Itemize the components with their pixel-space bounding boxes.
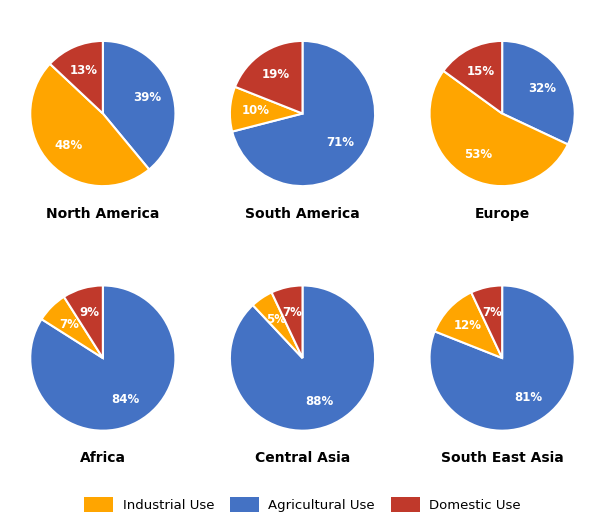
Wedge shape bbox=[235, 41, 302, 114]
Wedge shape bbox=[50, 41, 103, 114]
Wedge shape bbox=[502, 41, 575, 145]
Text: 88%: 88% bbox=[306, 396, 334, 408]
Text: 9%: 9% bbox=[80, 306, 100, 319]
Wedge shape bbox=[430, 71, 568, 186]
Text: 7%: 7% bbox=[283, 305, 302, 319]
Text: 10%: 10% bbox=[241, 104, 269, 117]
Wedge shape bbox=[64, 286, 103, 358]
Title: Africa: Africa bbox=[80, 451, 126, 465]
Wedge shape bbox=[272, 286, 302, 358]
Text: 48%: 48% bbox=[54, 139, 82, 152]
Text: 7%: 7% bbox=[59, 318, 79, 331]
Title: North America: North America bbox=[46, 207, 160, 221]
Wedge shape bbox=[230, 87, 302, 132]
Text: 13%: 13% bbox=[70, 64, 98, 77]
Text: 12%: 12% bbox=[454, 319, 482, 332]
Wedge shape bbox=[30, 64, 149, 186]
Text: 7%: 7% bbox=[482, 305, 502, 319]
Text: 71%: 71% bbox=[325, 136, 354, 149]
Text: 19%: 19% bbox=[262, 68, 290, 81]
Title: South East Asia: South East Asia bbox=[441, 451, 563, 465]
Legend: Industrial Use, Agricultural Use, Domestic Use: Industrial Use, Agricultural Use, Domest… bbox=[79, 492, 526, 517]
Text: 5%: 5% bbox=[266, 312, 286, 325]
Wedge shape bbox=[103, 41, 175, 169]
Text: 81%: 81% bbox=[515, 390, 543, 403]
Text: 39%: 39% bbox=[133, 91, 162, 104]
Wedge shape bbox=[471, 286, 502, 358]
Wedge shape bbox=[443, 41, 502, 114]
Title: Central Asia: Central Asia bbox=[255, 451, 350, 465]
Wedge shape bbox=[230, 286, 375, 431]
Title: Europe: Europe bbox=[474, 207, 530, 221]
Text: 53%: 53% bbox=[464, 148, 492, 161]
Wedge shape bbox=[434, 292, 502, 358]
Text: 15%: 15% bbox=[466, 65, 495, 78]
Text: 32%: 32% bbox=[528, 82, 556, 95]
Wedge shape bbox=[253, 292, 302, 358]
Wedge shape bbox=[430, 286, 575, 431]
Title: South America: South America bbox=[245, 207, 360, 221]
Wedge shape bbox=[232, 41, 375, 186]
Text: 84%: 84% bbox=[111, 393, 140, 406]
Wedge shape bbox=[30, 286, 175, 431]
Wedge shape bbox=[42, 297, 103, 358]
